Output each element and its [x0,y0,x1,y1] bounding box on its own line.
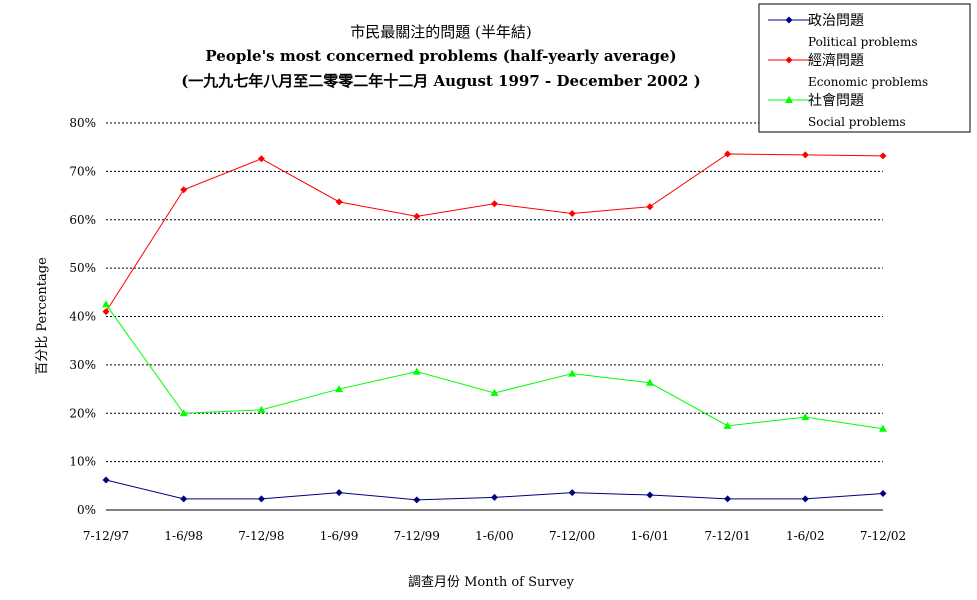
y-tick-label: 20% [69,406,96,420]
data-point [568,489,576,497]
legend-label-en: Social problems [808,115,906,129]
x-tick-label: 7-12/01 [704,529,750,543]
data-point [257,155,265,163]
data-point [724,495,732,503]
data-point [568,209,576,217]
data-point [102,476,110,484]
data-point [335,489,343,497]
data-point [645,378,654,386]
data-point [646,491,654,499]
y-tick-label: 70% [69,164,96,178]
x-tick-label: 1-6/00 [475,529,514,543]
series-1 [102,476,887,504]
x-tick-label: 7-12/02 [860,529,906,543]
x-tick-label: 7-12/99 [394,529,440,543]
data-point [102,308,110,316]
data-point [335,198,343,206]
legend-label-en: Political problems [808,35,917,49]
data-point [180,495,188,503]
data-point [335,385,344,393]
data-point [413,496,421,504]
x-tick-label: 7-12/00 [549,529,595,543]
y-tick-label: 40% [69,310,96,324]
y-tick-label: 30% [69,358,96,372]
x-tick-label: 1-6/98 [164,529,203,543]
series-line [105,304,884,430]
legend-marker [785,16,793,24]
y-tick-label: 10% [69,455,96,469]
data-point [490,388,499,396]
x-axis-ticks: 7-12/97 1-6/98 7-12/98 1-6/99 7-12/99 1-6/00 7… [83,529,906,543]
data-point [723,421,732,429]
chart-subtitle-2: (一九九七年八月至二零零二年十二月 August 1997 - December… [181,72,701,90]
data-point [879,424,887,432]
x-tick-label: 1-6/02 [786,529,825,543]
x-tick-label: 7-12/98 [238,529,284,543]
legend-label-zh: 社會問題 [808,93,864,109]
data-point [568,369,577,377]
series-layer [102,150,887,504]
legend-label-en: Economic problems [808,75,928,89]
data-point [491,200,498,208]
legend-label-zh: 經濟問題 [808,53,864,69]
data-point [646,203,654,211]
series-3 [102,300,887,432]
y-tick-label: 80% [69,116,96,130]
data-point [724,150,732,158]
data-point [879,490,887,498]
chart-title: 市民最關注的問題 (半年結) [350,23,531,41]
x-tick-label: 1-6/99 [320,529,359,543]
legend-label-zh: 政治問題 [808,13,864,29]
x-axis-label: 調查月份 Month of Survey [408,575,575,590]
data-point [412,367,421,375]
data-point [413,212,421,220]
data-point [179,409,188,417]
data-point [491,493,498,501]
data-point [879,152,887,160]
legend-marker [785,56,793,64]
series-2 [102,150,887,316]
data-point [801,151,809,159]
x-tick-label: 7-12/97 [83,529,129,543]
chart-subtitle-1: People's most concerned problems (half-y… [205,47,676,65]
y-axis-ticks: 0% 10% 20% 30% 40% 50% 60% 70% 80% [69,116,96,517]
data-point [102,300,110,308]
data-point [180,186,188,194]
y-tick-label: 60% [69,213,96,227]
y-axis-label: 百分比 Percentage [35,257,50,375]
data-point [801,495,809,503]
series-line [105,153,884,312]
legend-box [758,3,971,133]
data-point [257,495,265,503]
y-tick-label: 50% [69,261,96,275]
y-tick-label: 0% [77,503,96,517]
legend-marker [785,96,793,103]
data-point [801,413,810,421]
gridlines [106,122,883,511]
x-tick-label: 1-6/01 [631,529,670,543]
data-point [257,405,266,413]
legend: 政治問題 Political problems 經濟問題 Economic probl… [758,3,971,133]
